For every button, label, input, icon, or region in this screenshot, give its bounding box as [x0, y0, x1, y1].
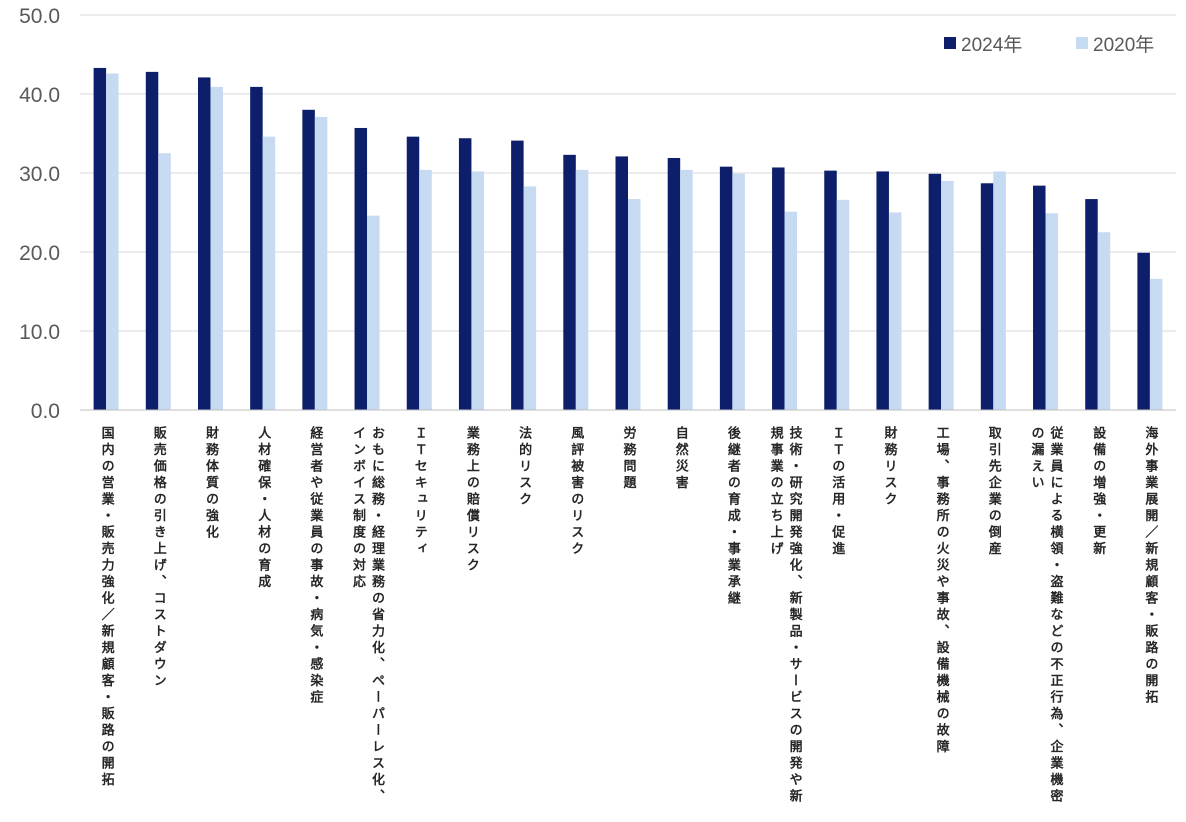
bar-2020年-11 [628, 199, 641, 410]
bar-2020年-13 [732, 173, 745, 410]
bar-2020年-9 [523, 186, 537, 410]
x-category-label: 海外事業展開／新規顧客・販路の開拓 [1128, 426, 1172, 822]
x-category-label: 国内の営業・販売力強化／新規顧客・販路の開拓 [84, 426, 128, 822]
x-category-label: 技術・研究開発強化、新製品・サービスの開発や新規事業の立ち上げ [763, 426, 807, 822]
x-category-label: おもに総務・経理業務の省力化、ペーパーレス化、インボイス制度の対応 [345, 426, 389, 822]
x-category-label: 取引先企業の倒産 [971, 426, 1015, 822]
bar-2024年-2 [145, 71, 159, 410]
x-category-label: 工場、事務所の火災や事故、設備機械の故障 [919, 426, 963, 822]
x-category-label: 経営者や従業員の事故・病気・感染症 [293, 426, 337, 822]
legend-label-2024: 2024年 [961, 34, 1022, 56]
x-category-label-text: 自然災害 [672, 426, 688, 492]
legend-swatch-2024 [944, 37, 956, 49]
bar-2024年-17 [928, 173, 942, 410]
x-category-label: 風評被害のリスク [554, 426, 598, 822]
legend-swatch-2020 [1076, 37, 1088, 49]
bar-2020年-21 [1149, 278, 1163, 410]
bar-2020年-15 [836, 199, 850, 410]
bar-2020年-6 [367, 215, 380, 410]
y-axis-tick-labels: 0.0 10.0 20.0 30.0 40.0 50.0 [19, 5, 60, 423]
bars [93, 67, 1163, 411]
bar-2024年-20 [1085, 199, 1098, 410]
bar-2020年-12 [680, 169, 693, 410]
x-category-label-text: 国内の営業・販売力強化／新規顧客・販路の開拓 [98, 426, 114, 789]
x-category-label-text: 人材確保・人材の育成 [255, 426, 271, 591]
bar-2020年-17 [941, 180, 954, 410]
x-category-label-text: 設備の増強・更新 [1090, 426, 1106, 558]
bar-2024年-6 [354, 127, 368, 410]
bar-2024年-15 [824, 170, 837, 410]
x-category-label-text: 法的リスク [516, 426, 532, 509]
x-category-label-text: ＩＴの活用・促進 [829, 426, 845, 558]
bar-2020年-3 [210, 86, 223, 410]
bar-2024年-8 [458, 138, 472, 411]
x-category-label: 後継者の育成・事業承継 [710, 426, 754, 822]
bar-2024年-7 [406, 136, 420, 410]
bar-2020年-8 [471, 171, 484, 410]
bar-2024年-9 [511, 140, 524, 411]
legend-label-2020: 2020年 [1093, 34, 1154, 56]
bar-2020年-4 [262, 136, 276, 410]
bar-2024年-19 [1033, 185, 1046, 410]
x-category-label-text: 財務リスク [881, 426, 897, 509]
x-category-label-text: おもに総務・経理業務の省力化、ペーパーレス化、インボイス制度の対応 [350, 426, 384, 806]
bar-2024年-1 [93, 67, 107, 411]
bar-2020年-14 [784, 211, 798, 410]
bar-2024年-11 [615, 156, 628, 410]
x-category-label: 法的リスク [502, 426, 546, 822]
x-category-label-text: 業務上の賠償リスク [463, 426, 479, 575]
bar-2020年-18 [993, 171, 1006, 410]
x-category-label-text: 工場、事務所の火災や事故、設備機械の故障 [933, 426, 949, 756]
x-category-label: 財務体質の強化 [189, 426, 233, 822]
x-category-label: 財務リスク [867, 426, 911, 822]
bar-2020年-1 [106, 73, 119, 411]
x-category-label: 自然災害 [658, 426, 702, 822]
bar-2020年-19 [1045, 213, 1059, 410]
bar-2020年-16 [888, 212, 902, 410]
bar-2020年-10 [575, 169, 589, 410]
legend: 2024年 2020年 [944, 34, 1154, 56]
x-category-label: 設備の増強・更新 [1076, 426, 1120, 822]
x-category-label-text: 取引先企業の倒産 [985, 426, 1001, 558]
x-category-label-text: 販売価格の引き上げ、コストダウン [150, 426, 166, 690]
x-category-label-text: 後継者の育成・事業承継 [724, 426, 740, 608]
x-category-label-text: 労務問題 [620, 426, 636, 492]
x-category-label: ＩＴセキュリティ [397, 426, 441, 822]
bar-2024年-10 [563, 154, 576, 410]
bar-2020年-5 [314, 116, 328, 410]
y-tick-label: 0.0 [31, 400, 60, 423]
bar-2024年-16 [876, 171, 889, 410]
bar-2024年-21 [1137, 252, 1150, 410]
bar-2020年-7 [419, 169, 432, 410]
x-category-label: 業務上の賠償リスク [449, 426, 493, 822]
y-tick-label: 10.0 [19, 321, 60, 344]
bar-2020年-2 [158, 153, 171, 410]
y-tick-label: 20.0 [19, 242, 60, 265]
bar-2024年-14 [772, 167, 785, 410]
bar-2024年-5 [302, 109, 315, 411]
x-category-label-text: 風評被害のリスク [568, 426, 584, 558]
bar-2024年-4 [250, 86, 263, 410]
x-category-label-text: 海外事業展開／新規顧客・販路の開拓 [1142, 426, 1158, 707]
bar-2024年-12 [667, 157, 681, 410]
y-tick-label: 50.0 [19, 5, 60, 28]
x-category-label: 労務問題 [606, 426, 650, 822]
bar-2024年-13 [719, 166, 733, 410]
x-category-label: 販売価格の引き上げ、コストダウン [136, 426, 180, 822]
bar-2024年-3 [197, 77, 211, 410]
y-tick-label: 40.0 [19, 84, 60, 107]
bar-2024年-18 [980, 183, 994, 410]
x-category-label: ＩＴの活用・促進 [815, 426, 859, 822]
y-tick-label: 30.0 [19, 163, 60, 186]
x-category-label-text: ＩＴセキュリティ [411, 426, 427, 558]
x-category-label: 従業員による横領・盗難などの不正行為、企業機密の漏えい [1024, 426, 1068, 822]
x-category-label-text: 技術・研究開発強化、新製品・サービスの開発や新規事業の立ち上げ [767, 426, 802, 806]
x-category-label: 人材確保・人材の育成 [241, 426, 285, 822]
x-category-label-text: 経営者や従業員の事故・病気・感染症 [307, 426, 323, 707]
x-category-label-text: 従業員による横領・盗難などの不正行為、企業機密の漏えい [1028, 426, 1063, 806]
x-category-label-text: 財務体質の強化 [203, 426, 218, 542]
bar-2020年-20 [1097, 232, 1111, 410]
